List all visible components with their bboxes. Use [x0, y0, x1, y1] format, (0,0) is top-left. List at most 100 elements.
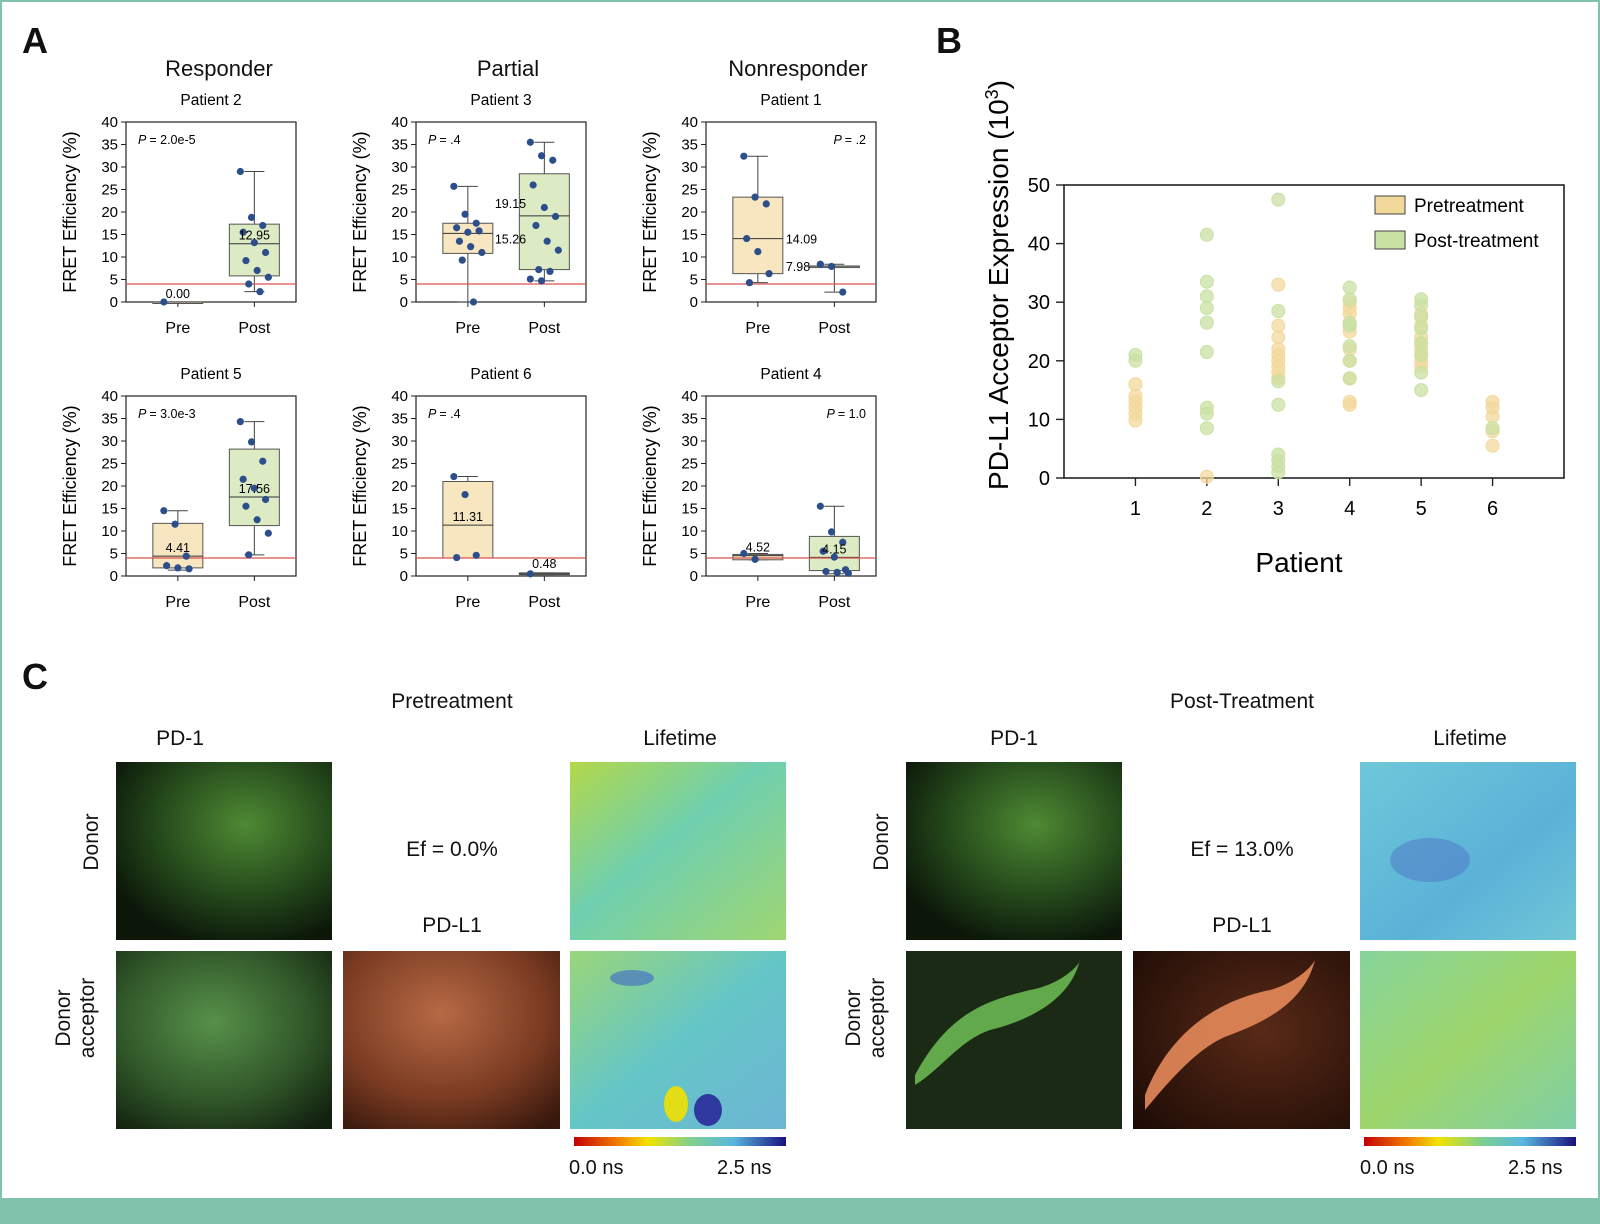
scatter-point: [1485, 421, 1500, 436]
x-tick-label: Post: [528, 594, 561, 611]
data-point: [467, 243, 475, 251]
legend-label: Post-treatment: [1414, 231, 1539, 252]
median-label: 4.41: [166, 541, 190, 555]
y-tick-label: 15: [681, 227, 698, 244]
y-tick-label: 10: [101, 249, 118, 266]
data-point: [549, 156, 557, 164]
y-tick-label: 25: [681, 182, 698, 199]
data-point: [247, 438, 256, 446]
data-point: [259, 457, 267, 465]
x-tick-label: 3: [1273, 498, 1284, 520]
p-value: P = .4: [428, 133, 461, 147]
scatter-point: [1271, 303, 1286, 318]
y-axis-label: FRET Efficiency (%): [350, 405, 370, 566]
y-tick-label: 15: [101, 227, 118, 244]
data-point: [242, 502, 250, 510]
data-point: [450, 182, 458, 190]
y-tick-label: 40: [681, 388, 698, 405]
c-pre-pdl1-label: PD-L1: [422, 914, 482, 937]
data-point: [242, 257, 250, 265]
y-tick-label: 35: [101, 411, 118, 428]
group-title-responder: Responder: [165, 56, 273, 81]
data-point: [182, 552, 190, 560]
plot-frame: [705, 121, 877, 303]
y-tick-label: 10: [101, 523, 118, 540]
data-point: [261, 495, 270, 504]
p-value: P = 3.0e-3: [138, 407, 196, 421]
y-tick-label: 40: [101, 114, 118, 131]
data-point: [839, 288, 847, 296]
y-tick-label: 20: [1028, 351, 1050, 373]
data-point: [160, 507, 168, 515]
scatter-frame: [1063, 184, 1565, 479]
y-tick-label: 15: [681, 501, 698, 518]
data-point: [475, 227, 483, 235]
scatter-point: [1342, 371, 1357, 386]
y-tick-label: 25: [101, 182, 118, 199]
scatter-point: [1414, 365, 1429, 380]
group-title-nonresponder: Nonresponder: [728, 56, 868, 81]
data-point: [461, 490, 469, 499]
data-point: [844, 569, 852, 577]
data-point: [743, 234, 751, 243]
median-label: 19.15: [495, 197, 526, 211]
data-point: [822, 567, 830, 576]
y-tick-label: 25: [391, 182, 408, 199]
panel-b-label: B: [936, 20, 962, 61]
y-axis-label: FRET Efficiency (%): [640, 131, 660, 292]
median-label: 11.31: [453, 510, 483, 524]
scatter-point: [1271, 342, 1286, 357]
y-tick-label: 5: [400, 546, 408, 563]
scatter-point: [1342, 339, 1357, 354]
data-point: [256, 288, 264, 296]
box-chart-title: Patient 1: [760, 92, 821, 109]
data-point: [543, 237, 551, 245]
c-post-pd1-label: PD-1: [990, 727, 1038, 750]
x-tick-label: 4: [1344, 498, 1355, 520]
data-point: [827, 262, 836, 271]
scatter-point: [1485, 438, 1500, 453]
y-tick-label: 0: [110, 294, 118, 311]
box: [152, 522, 204, 569]
y-axis-label: FRET Efficiency (%): [350, 131, 370, 292]
data-point: [261, 248, 270, 257]
scatter-point: [1271, 318, 1286, 333]
data-point: [236, 418, 244, 426]
x-tick-label: Pre: [455, 320, 480, 337]
data-point: [253, 516, 261, 524]
data-point: [816, 260, 824, 268]
scatter-point: [1271, 374, 1286, 389]
scatter-point: [1485, 394, 1500, 409]
y-tick-label: 20: [681, 478, 698, 495]
x-tick-label: 1: [1130, 498, 1141, 520]
y-tick-label: 20: [681, 204, 698, 221]
data-point: [819, 547, 827, 555]
scatter-point: [1199, 421, 1214, 436]
scatter-point: [1271, 330, 1286, 345]
data-point: [259, 221, 267, 230]
scatter-point: [1271, 192, 1286, 207]
c-post-row-donor-acceptor: Donor acceptor: [842, 977, 889, 1059]
scatter-point: [1199, 400, 1214, 415]
scatter-point: [1414, 336, 1429, 351]
y-tick-label: 0: [1039, 468, 1050, 490]
y-tick-label: 40: [681, 114, 698, 131]
data-point: [239, 228, 247, 236]
scatter-point: [1271, 277, 1286, 292]
y-tick-label: 15: [391, 227, 408, 244]
scatter-point: [1199, 301, 1214, 316]
p-value: P = .2: [833, 133, 866, 147]
c-pre-ef: Ef = 0.0%: [406, 838, 498, 861]
median-label: 0.00: [166, 287, 190, 301]
legend-label: Pretreatment: [1414, 196, 1525, 217]
y-tick-label: 15: [391, 501, 408, 518]
data-point: [537, 277, 546, 285]
p-value: P = 1.0: [826, 407, 866, 421]
scatter-point: [1199, 345, 1214, 360]
y-tick-label: 40: [391, 388, 408, 405]
data-point: [245, 280, 253, 288]
scatter-point: [1128, 347, 1143, 362]
y-tick-label: 30: [1028, 292, 1050, 314]
post-cbar-max: 2.5 ns: [1508, 1157, 1563, 1179]
scatter-point: [1342, 280, 1357, 295]
